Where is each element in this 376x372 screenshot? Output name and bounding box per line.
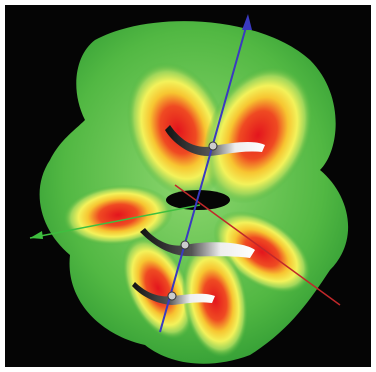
- node-point: [168, 292, 176, 300]
- node-point: [181, 241, 189, 249]
- node-point: [209, 142, 217, 150]
- orbital-render: [0, 0, 376, 372]
